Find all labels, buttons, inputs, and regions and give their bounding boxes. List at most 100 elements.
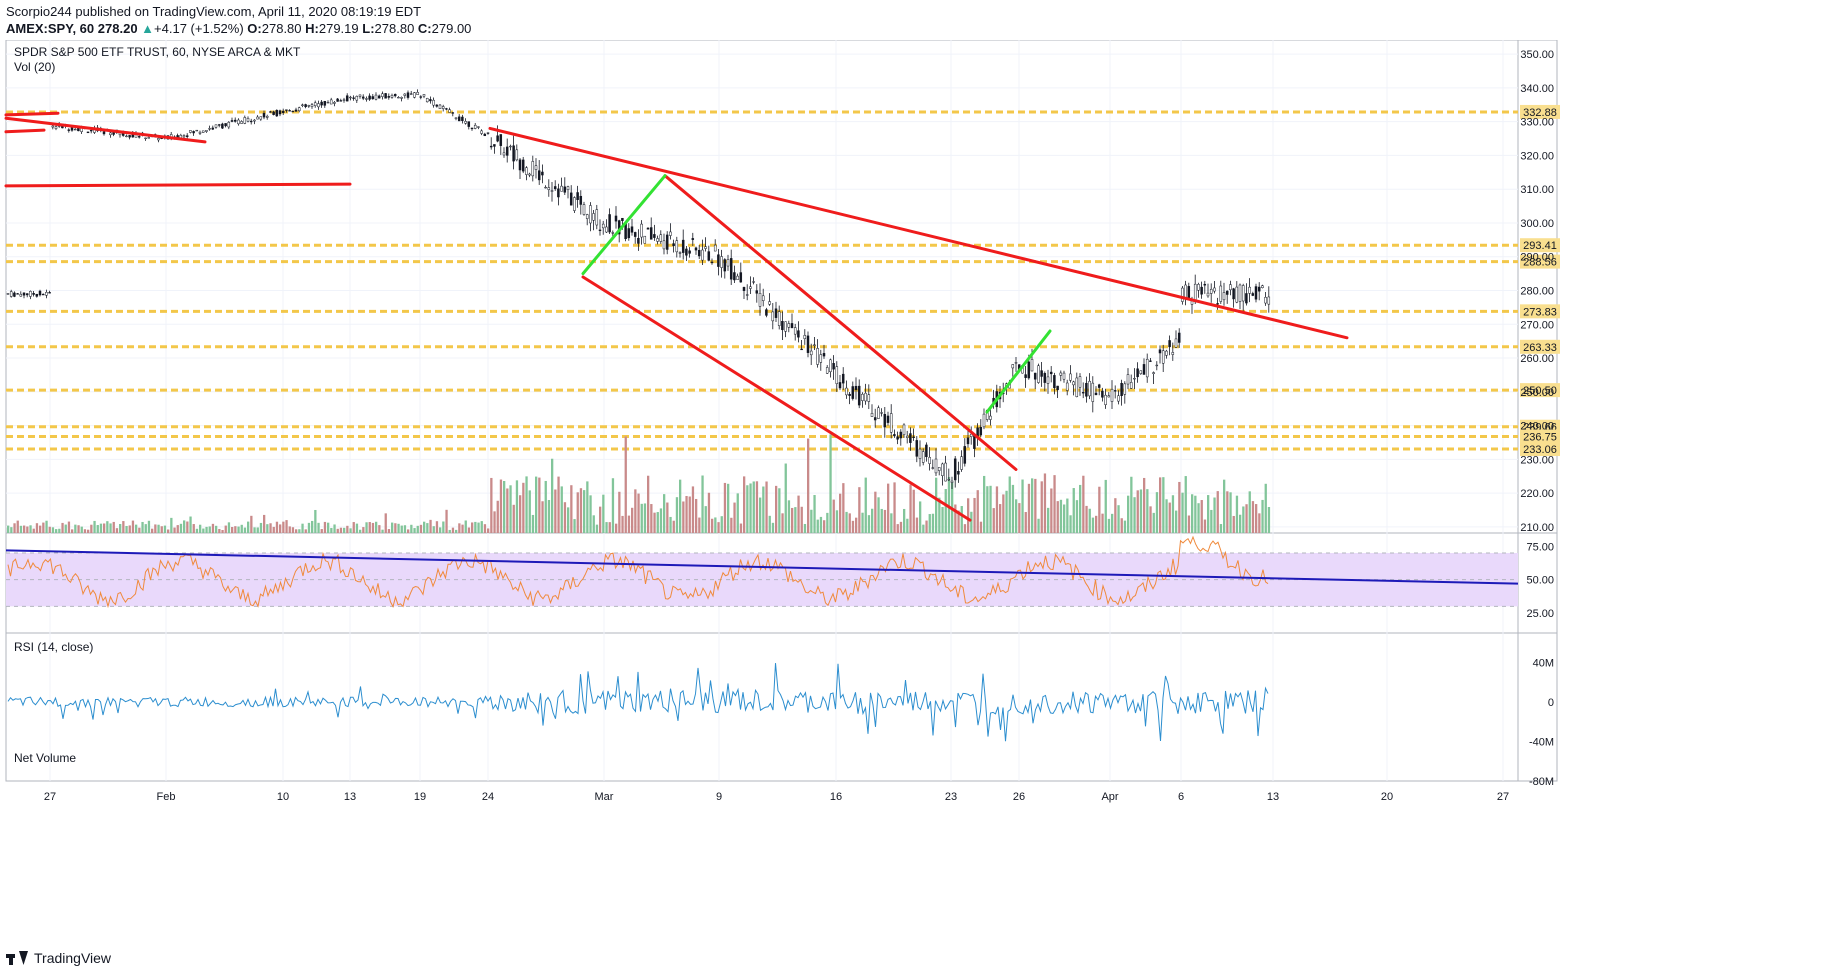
volume-bar — [874, 491, 877, 533]
volume-bar — [711, 518, 714, 533]
candle-body — [1184, 284, 1187, 298]
candle-body — [1267, 296, 1271, 305]
volume-bar — [1072, 488, 1075, 533]
symbol[interactable]: AMEX:SPY, 60 — [6, 21, 95, 36]
candle-body — [726, 259, 730, 267]
volume-bar — [723, 482, 727, 533]
volume-bar — [445, 509, 448, 533]
volume-bar — [979, 521, 983, 533]
candle-body — [822, 353, 826, 357]
volume-bar — [663, 494, 666, 533]
price-tick-label: 250.00 — [1520, 387, 1554, 399]
candle-body — [525, 167, 528, 175]
volume-bar — [224, 525, 227, 533]
candle-body — [448, 109, 451, 113]
volume-bar — [752, 481, 755, 533]
volume-bar — [1047, 507, 1050, 533]
trendlines[interactable] — [4, 111, 1349, 522]
volume-bar — [19, 525, 23, 533]
volume-bar — [1043, 473, 1047, 533]
volume-bar — [810, 509, 813, 533]
volume-bar — [151, 528, 154, 533]
volume-bar — [275, 521, 279, 533]
volume-bar — [1031, 478, 1034, 533]
candle-body — [54, 126, 58, 129]
volume-bar — [1024, 512, 1027, 533]
candle-body — [707, 251, 711, 261]
volume-bar — [922, 524, 925, 533]
volume-bar — [1123, 520, 1127, 533]
volume-bar — [691, 486, 695, 533]
chart-canvas[interactable]: 332.88293.41288.56273.83263.33250.50239.… — [0, 40, 1828, 945]
candle-body — [505, 146, 509, 156]
volume-bar — [183, 520, 186, 533]
volume-bar — [967, 498, 970, 533]
volume-bar — [989, 485, 992, 533]
volume-bar — [938, 497, 941, 533]
volume-bar — [903, 508, 906, 533]
volume-bar — [227, 522, 231, 533]
volume-bar — [467, 527, 471, 533]
candle-body — [320, 101, 323, 106]
volume-bar — [781, 513, 784, 533]
candle-body — [672, 243, 675, 247]
candle-body — [1158, 349, 1162, 354]
volume-bar — [13, 523, 16, 533]
volume-bar — [186, 521, 189, 533]
symbol-quote-line: AMEX:SPY, 60 278.20 ▲+4.17 (+1.52%) O:27… — [6, 21, 471, 36]
volume-bar — [538, 477, 541, 533]
volume-bar — [403, 525, 407, 533]
volume-bar — [48, 526, 51, 533]
price-tick-label: 280.00 — [1520, 286, 1554, 298]
candle-body — [307, 105, 311, 107]
volume-bar — [560, 486, 563, 533]
candle-body — [317, 103, 320, 108]
volume-bar — [1159, 477, 1162, 533]
volume-bar — [1184, 476, 1187, 533]
candle-body — [512, 145, 515, 162]
candle-body — [1024, 374, 1027, 378]
candle-body — [262, 112, 266, 118]
candle-body — [950, 480, 954, 483]
volume-bar — [189, 516, 192, 533]
volume-bar — [10, 527, 13, 533]
volume-bar — [423, 521, 426, 533]
volume-bar — [605, 522, 608, 533]
candle-body — [285, 109, 288, 111]
candle-body — [640, 223, 643, 238]
candle-body — [1046, 376, 1050, 384]
volume-bar — [800, 506, 803, 533]
candle-body — [710, 261, 714, 264]
volume-bar — [512, 504, 515, 533]
volume-bar — [845, 511, 848, 533]
candle-body — [301, 104, 304, 106]
volume-bar — [138, 527, 141, 533]
candle-body — [29, 291, 32, 297]
volume-bar — [1216, 491, 1219, 533]
volume-bar — [528, 490, 531, 533]
candle-body — [560, 185, 563, 192]
volume-bar — [55, 529, 58, 533]
candle-body — [550, 190, 554, 192]
candle-body — [345, 95, 349, 102]
volume-bar — [51, 527, 55, 533]
candle-body — [745, 294, 749, 296]
horizontal-levels[interactable]: 332.88293.41288.56273.83263.33250.50239.… — [6, 104, 1560, 457]
candle-body — [857, 385, 861, 406]
volume-bar — [35, 523, 39, 533]
volume-bar — [99, 523, 103, 533]
volume-bar — [307, 522, 311, 533]
candle-body — [409, 93, 413, 95]
candle-body — [681, 239, 685, 253]
trendline-early-support — [4, 182, 352, 188]
volume-bar — [7, 525, 10, 533]
candle-body — [883, 413, 887, 428]
candle-body — [982, 413, 986, 428]
volume-bar — [29, 525, 32, 533]
tradingview-logo[interactable]: TradingView — [6, 950, 111, 966]
level-tag — [1520, 304, 1560, 319]
volume-bar — [39, 525, 42, 533]
price-tick-label: 310.00 — [1520, 184, 1554, 196]
candle-body — [761, 295, 765, 301]
volume-bar — [1063, 504, 1066, 533]
